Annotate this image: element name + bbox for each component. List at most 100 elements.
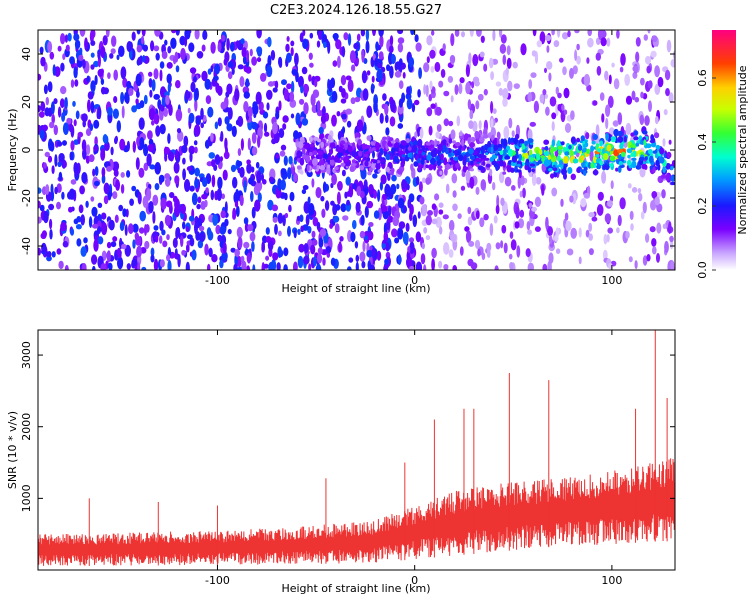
heatmap-cell — [337, 152, 342, 159]
heatmap-cell — [248, 177, 254, 185]
heatmap-cell — [290, 113, 295, 119]
heatmap-cell — [250, 191, 254, 202]
heatmap-cell — [511, 130, 515, 138]
heatmap-cell — [189, 67, 197, 74]
heatmap-cell — [85, 128, 92, 137]
heatmap-cell — [226, 83, 233, 95]
heatmap-cell — [283, 264, 288, 270]
heatmap-cell — [648, 100, 652, 112]
heatmap-cell — [605, 117, 609, 130]
heatmap-cell — [197, 196, 202, 204]
heatmap-cell — [227, 61, 234, 68]
heatmap-cell — [50, 183, 54, 195]
heatmap-cell — [221, 251, 228, 261]
heatmap-cell — [450, 95, 454, 103]
heatmap-cell — [535, 177, 542, 185]
heatmap-cell — [644, 156, 648, 161]
heatmap-cell — [266, 89, 273, 100]
heatmap-cell — [527, 167, 532, 173]
heatmap-cell — [97, 106, 102, 120]
heatmap-cell — [182, 157, 186, 165]
heatmap-cell — [370, 158, 375, 163]
heatmap-cell — [308, 136, 313, 142]
heatmap-cell — [120, 91, 125, 105]
heatmap-cell — [443, 264, 449, 270]
heatmap-cell — [295, 112, 301, 126]
heatmap-cell — [397, 30, 404, 35]
heatmap-cell — [137, 192, 142, 205]
heatmap-cell — [590, 162, 594, 169]
heatmap-cell — [359, 251, 366, 262]
heatmap-cell — [208, 152, 216, 159]
heatmap-cell — [38, 216, 42, 224]
heatmap-cell — [448, 150, 452, 154]
heatmap-cell — [394, 70, 402, 78]
heatmap-cell — [562, 66, 567, 76]
heatmap-cell — [317, 247, 323, 255]
heatmap-cell — [124, 244, 131, 257]
y-tick-label: 40 — [20, 47, 33, 61]
heatmap-cell — [94, 166, 99, 177]
heatmap-cell — [443, 157, 448, 166]
heatmap-cell — [618, 161, 623, 166]
heatmap-cell — [287, 225, 291, 237]
heatmap-cell — [524, 161, 530, 166]
heatmap-cell — [412, 214, 418, 228]
heatmap-cell — [531, 206, 537, 212]
heatmap-cell — [200, 200, 206, 210]
heatmap-cell — [606, 234, 610, 243]
heatmap-cell — [502, 97, 508, 107]
heatmap-cell — [50, 101, 55, 115]
heatmap-cell — [44, 107, 50, 117]
heatmap-cell — [346, 199, 350, 206]
heatmap-cell — [455, 162, 460, 169]
heatmap-cell — [217, 234, 223, 242]
heatmap-cell — [426, 56, 430, 64]
heatmap-cell — [417, 89, 421, 98]
heatmap-cell — [57, 45, 62, 52]
heatmap-cell — [126, 170, 131, 178]
heatmap-cell — [265, 227, 270, 235]
heatmap-cell — [398, 80, 404, 89]
heatmap-cell — [251, 132, 257, 144]
heatmap-cell — [100, 86, 106, 95]
heatmap-cell — [58, 153, 65, 162]
heatmap-cell — [524, 140, 529, 147]
heatmap-cell — [609, 155, 616, 162]
heatmap-cell — [347, 145, 353, 153]
heatmap-cell — [220, 210, 226, 219]
heatmap-cell — [448, 219, 455, 232]
heatmap-cell — [403, 205, 407, 214]
heatmap-cell — [492, 182, 496, 191]
heatmap-cell — [237, 167, 241, 174]
heatmap-cell — [103, 182, 110, 195]
heatmap-cell — [234, 249, 240, 257]
heatmap-cell — [518, 138, 525, 145]
heatmap-cell — [298, 141, 304, 149]
heatmap-cell — [505, 67, 509, 76]
heatmap-cell — [382, 136, 387, 141]
heatmap-cell — [233, 191, 239, 204]
heatmap-cell — [262, 111, 269, 119]
heatmap-cell — [430, 140, 435, 145]
heatmap-cell — [73, 119, 77, 127]
heatmap-cell — [439, 226, 443, 235]
heatmap-cell — [150, 40, 155, 52]
heatmap-cell — [223, 151, 230, 160]
heatmap-cell — [69, 151, 73, 161]
heatmap-cell — [366, 135, 372, 141]
heatmap-cell — [289, 191, 295, 202]
heatmap-cell — [397, 254, 402, 266]
heatmap-cell — [514, 221, 520, 229]
heatmap-cell — [519, 190, 523, 198]
heatmap-cell — [500, 34, 507, 44]
heatmap-cell — [651, 191, 658, 199]
heatmap-cell — [68, 206, 73, 213]
heatmap-cell — [668, 139, 672, 145]
heatmap-cell — [124, 224, 128, 236]
heatmap-cell — [486, 248, 491, 258]
heatmap-cell — [154, 162, 161, 175]
heatmap-cell — [354, 96, 361, 103]
heatmap-cell — [596, 204, 604, 216]
heatmap-cell — [210, 65, 214, 73]
